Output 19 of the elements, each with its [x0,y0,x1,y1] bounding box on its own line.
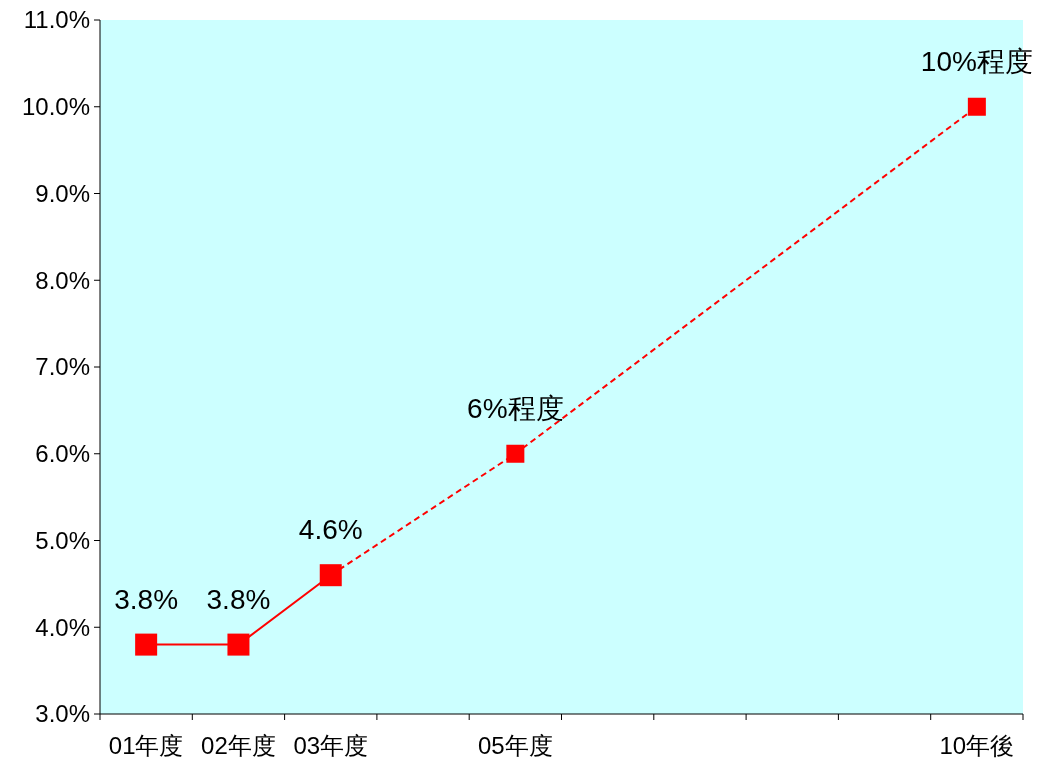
x-tick-label: 05年度 [478,732,553,759]
y-tick-label: 11.0% [23,6,90,34]
x-tick-label: 02年度 [201,732,276,759]
y-tick-label: 7.0% [35,353,90,381]
y-tick-label: 9.0% [35,179,90,207]
y-tick-label: 10.0% [21,93,90,121]
x-tick-label: 01年度 [108,732,184,759]
data-label: 10%程度 [920,45,1033,77]
y-tick-label: 6.0% [35,440,90,468]
x-tick-label: 10年後 [939,732,1015,759]
data-label: 4.6% [298,514,363,546]
data-label: 6%程度 [467,392,564,424]
y-tick-label: 8.0% [35,266,90,294]
data-label: 3.8% [114,583,179,615]
data-label: 3.8% [206,583,271,615]
y-tick-label: 3.0% [35,700,90,728]
x-tick-label: 03年度 [293,732,369,759]
y-tick-label: 4.0% [35,613,90,641]
y-tick-label: 5.0% [35,526,90,554]
